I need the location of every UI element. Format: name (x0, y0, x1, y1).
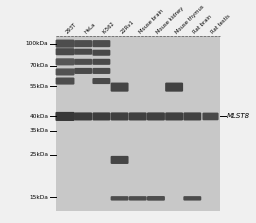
FancyBboxPatch shape (56, 112, 75, 121)
FancyBboxPatch shape (111, 83, 129, 92)
FancyBboxPatch shape (111, 112, 129, 120)
Text: 100kDa: 100kDa (26, 41, 48, 46)
FancyBboxPatch shape (165, 112, 183, 120)
Text: Rat brain: Rat brain (192, 14, 213, 35)
FancyBboxPatch shape (147, 112, 165, 120)
Text: MLST8: MLST8 (227, 114, 250, 120)
FancyBboxPatch shape (129, 196, 147, 200)
Text: 55kDa: 55kDa (29, 84, 48, 89)
FancyBboxPatch shape (165, 83, 183, 92)
Text: Mouse kidney: Mouse kidney (156, 5, 185, 35)
Text: 15kDa: 15kDa (30, 195, 48, 200)
FancyBboxPatch shape (74, 40, 92, 47)
FancyBboxPatch shape (92, 78, 110, 84)
FancyBboxPatch shape (74, 112, 92, 120)
Text: Rat testis: Rat testis (210, 13, 232, 35)
Text: 35kDa: 35kDa (29, 128, 48, 133)
Text: 70kDa: 70kDa (29, 63, 48, 68)
FancyBboxPatch shape (92, 59, 110, 65)
FancyBboxPatch shape (74, 49, 92, 55)
Text: 293T: 293T (65, 22, 78, 35)
FancyBboxPatch shape (147, 196, 165, 201)
FancyBboxPatch shape (129, 112, 147, 120)
FancyBboxPatch shape (56, 58, 74, 65)
Bar (56, 35, 220, 211)
Text: Mouse brain: Mouse brain (138, 8, 164, 35)
FancyBboxPatch shape (56, 78, 74, 85)
FancyBboxPatch shape (74, 68, 92, 74)
Text: HeLa: HeLa (83, 22, 96, 35)
FancyBboxPatch shape (56, 68, 74, 75)
FancyBboxPatch shape (74, 59, 92, 65)
Text: 25kDa: 25kDa (29, 152, 48, 157)
FancyBboxPatch shape (92, 68, 110, 74)
FancyBboxPatch shape (92, 40, 110, 47)
FancyBboxPatch shape (92, 50, 110, 56)
FancyBboxPatch shape (202, 113, 219, 120)
FancyBboxPatch shape (183, 112, 201, 120)
Text: 22Rv1: 22Rv1 (120, 19, 135, 35)
FancyBboxPatch shape (111, 196, 129, 200)
Text: Mouse thymus: Mouse thymus (174, 4, 205, 35)
FancyBboxPatch shape (111, 156, 129, 164)
Text: 40kDa: 40kDa (29, 114, 48, 119)
FancyBboxPatch shape (183, 196, 201, 200)
Text: K-562: K-562 (101, 21, 115, 35)
FancyBboxPatch shape (56, 40, 74, 48)
FancyBboxPatch shape (92, 112, 110, 120)
FancyBboxPatch shape (56, 48, 74, 55)
